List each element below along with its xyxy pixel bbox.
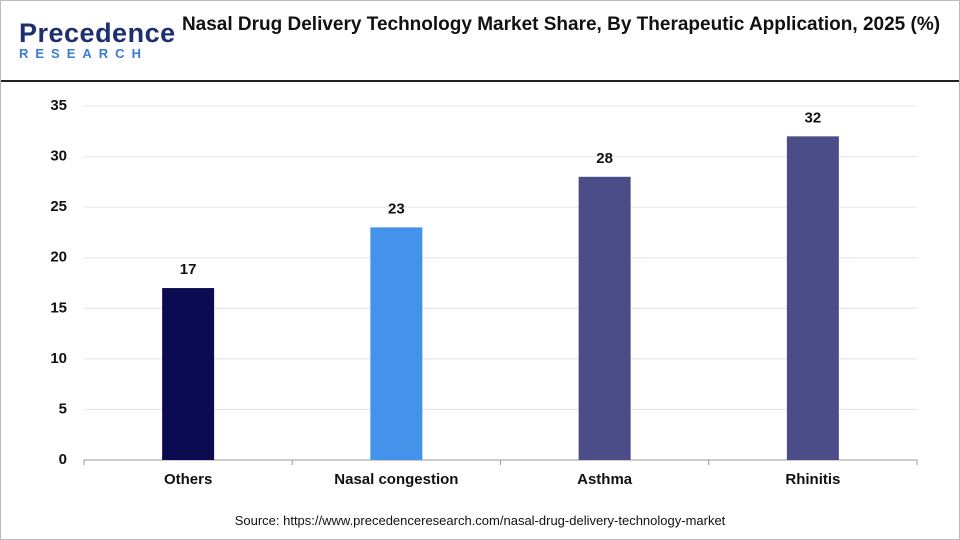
y-tick-label: 20 — [50, 249, 67, 266]
logo: Precedence RESEARCH — [19, 19, 176, 61]
bar — [578, 176, 631, 461]
y-tick-label: 30 — [50, 148, 67, 165]
x-tick-label: Asthma — [577, 471, 633, 488]
x-tick-label: Rhinitis — [785, 471, 840, 488]
x-tick-label: Others — [164, 471, 212, 488]
bar — [786, 136, 839, 461]
logo-tagline: RESEARCH — [19, 46, 148, 61]
y-tick-label: 15 — [50, 299, 67, 316]
bar — [162, 288, 215, 460]
header-separator — [1, 80, 959, 82]
value-label: 23 — [388, 200, 405, 217]
value-label: 32 — [805, 109, 822, 126]
bar — [370, 227, 423, 460]
value-label: 17 — [180, 261, 197, 278]
y-tick-label: 5 — [59, 400, 67, 417]
y-tick-label: 10 — [50, 350, 67, 367]
chart-title: Nasal Drug Delivery Technology Market Sh… — [181, 14, 941, 35]
y-tick-label: 0 — [59, 451, 67, 468]
y-tick-label: 35 — [50, 97, 67, 114]
x-tick-label: Nasal congestion — [334, 471, 458, 488]
y-tick-label: 25 — [50, 198, 67, 215]
value-label: 28 — [596, 150, 613, 167]
source: Source: https://www.precedenceresearch.c… — [234, 513, 726, 528]
logo-name: Precedence — [19, 18, 176, 48]
